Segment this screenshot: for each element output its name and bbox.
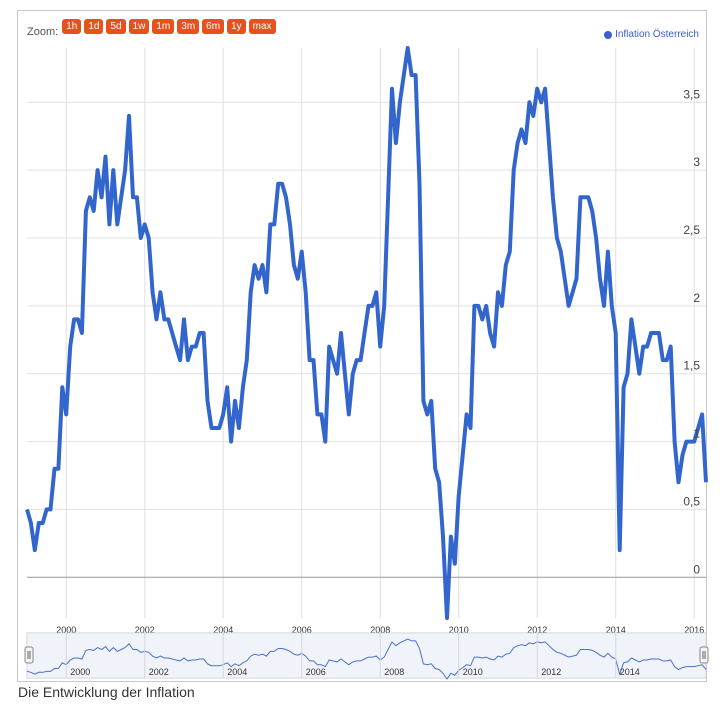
navigator-series-line	[26, 638, 707, 680]
y-tick-labels: 0 0,5 1 1,5 2 2,5 3 3,5	[683, 87, 700, 576]
navigator-tick-label: 2002	[149, 667, 169, 677]
zoom-label: Zoom:	[27, 26, 59, 38]
y-tick-label: 1,5	[683, 359, 700, 373]
zoom-button-1h[interactable]: 1h	[62, 18, 82, 34]
navigator-left-handle[interactable]	[24, 646, 34, 664]
y-tick-label: 3,5	[683, 87, 700, 101]
zoom-button-max[interactable]: max	[248, 18, 276, 34]
navigator-tick-label: 2004	[227, 667, 247, 677]
navigator-tick-label: 2012	[541, 667, 561, 677]
zoom-button-5d[interactable]: 5d	[106, 18, 126, 34]
zoom-button-1w[interactable]: 1w	[128, 18, 150, 34]
navigator-tick-label: 2006	[306, 667, 326, 677]
x-tick-label: 2010	[449, 625, 469, 635]
zoom-button-3m[interactable]: 3m	[177, 18, 200, 34]
chart-svg: 0 0,5 1 1,5 2 2,5 3 3,5 2000 2002 2004 2006 2008 201…	[24, 46, 709, 680]
series-line-inflation	[25, 46, 708, 620]
zoom-button-1d[interactable]: 1d	[84, 18, 104, 34]
y-tick-label: 2	[693, 291, 700, 305]
navigator-tick-label: 2008	[384, 667, 404, 677]
x-tick-label: 2004	[213, 625, 233, 635]
y-tick-label: 2,5	[683, 223, 700, 237]
legend-label: Inflation Österreich	[615, 29, 699, 40]
y-tick-label: 0	[693, 562, 700, 576]
legend-dot-icon	[604, 30, 613, 39]
x-tick-labels: 2000 2002 2004 2006 2008 2010 2012 2014 2016	[56, 625, 704, 635]
x-tick-label: 2002	[135, 625, 155, 635]
zoom-button-1m[interactable]: 1m	[152, 18, 175, 34]
navigator-selection[interactable]	[27, 633, 706, 678]
navigator-tick-label: 2000	[70, 667, 90, 677]
y-tick-label: 1	[693, 427, 700, 441]
x-tick-label: 2012	[527, 625, 547, 635]
x-tick-label: 2000	[56, 625, 76, 635]
navigator-tick-label: 2014	[620, 667, 640, 677]
navigator[interactable]: 2000 2002 2004 2006 2008 2010 2012 2014	[24, 632, 709, 680]
y-tick-label: 0,5	[683, 494, 700, 508]
series-layer	[25, 46, 708, 620]
zoom-button-6m[interactable]: 6m	[202, 18, 225, 34]
legend-item[interactable]: Inflation Österreich	[604, 29, 699, 40]
navigator-tick-label: 2010	[463, 667, 483, 677]
zoom-bar: Zoom: 1h 1d 5d 1w 1m 3m 6m 1y max	[27, 17, 279, 38]
x-tick-label: 2016	[684, 625, 704, 635]
y-tick-label: 3	[693, 155, 700, 169]
navigator-right-handle[interactable]	[699, 646, 709, 664]
chart-caption: Die Entwicklung der Inflation	[18, 684, 195, 700]
x-tick-label: 2014	[606, 625, 626, 635]
zoom-button-1y[interactable]: 1y	[227, 18, 246, 34]
x-tick-label: 2006	[292, 625, 312, 635]
x-tick-label: 2008	[370, 625, 390, 635]
